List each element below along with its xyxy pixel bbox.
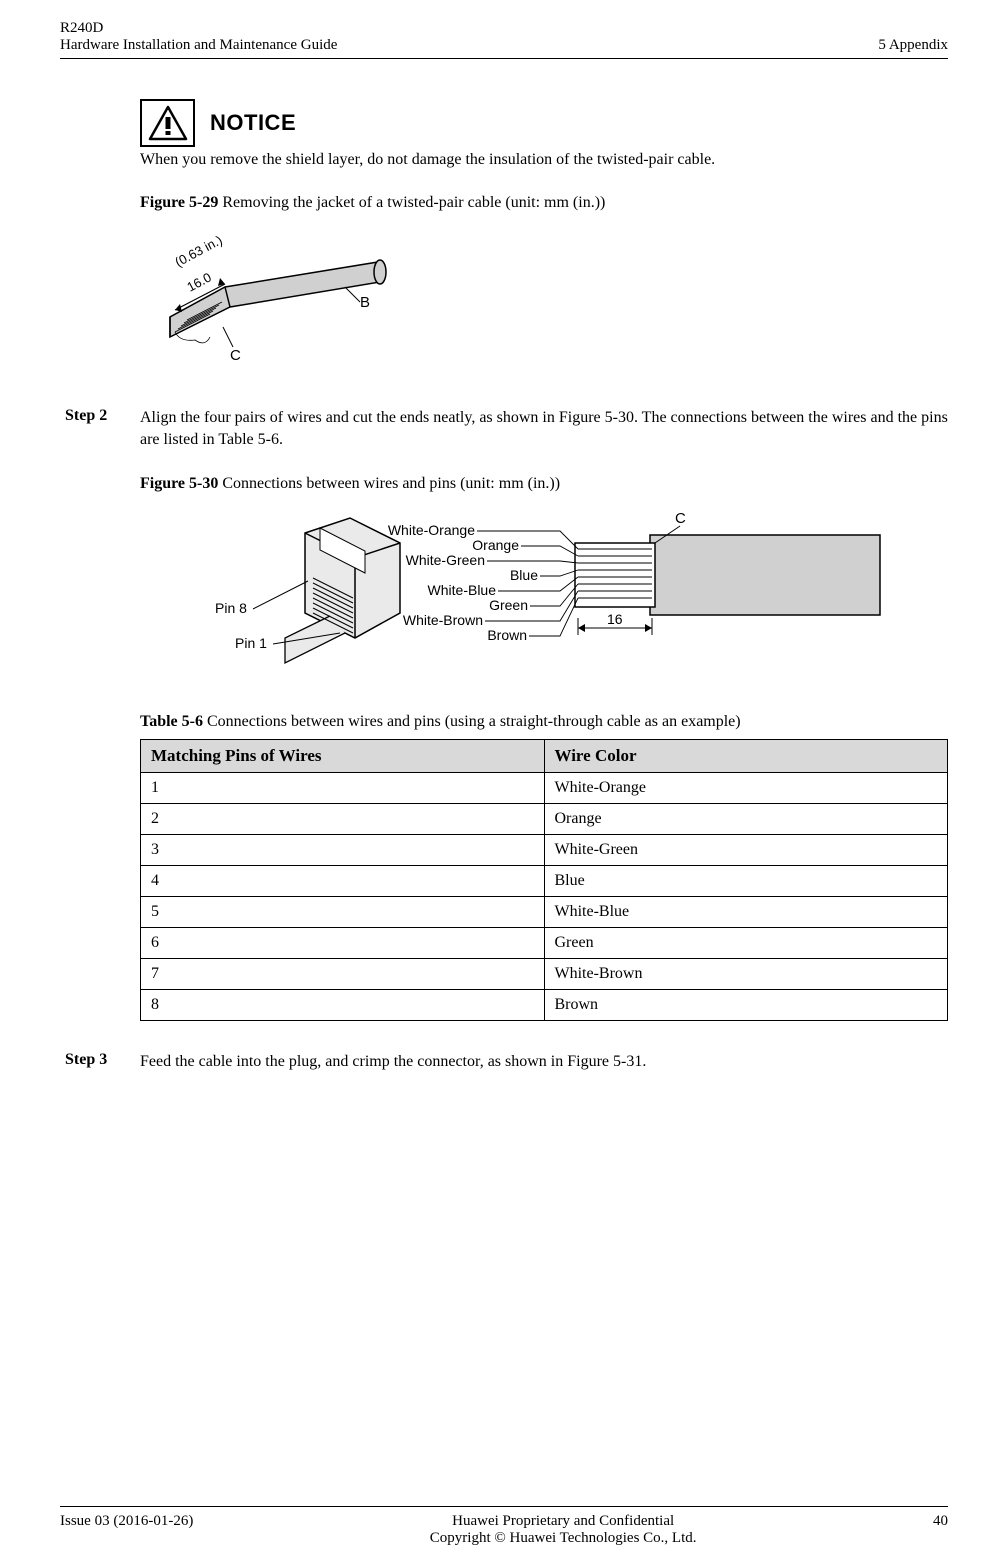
figure-30-image: Pin 8 Pin 1 C xyxy=(140,503,948,683)
fig30-length: 16 xyxy=(607,611,623,627)
step-3: Step 3 Feed the cable into the plug, and… xyxy=(60,1051,948,1073)
svg-text:Brown: Brown xyxy=(487,627,527,643)
fig30-wire-labels: White-Orange Orange White-Green Blue Whi… xyxy=(388,522,538,643)
fig29-dim-label: (0.63 in.) xyxy=(172,232,224,269)
step-2-text: Align the four pairs of wires and cut th… xyxy=(140,407,948,450)
table-row: 2Orange xyxy=(141,804,948,835)
notice-header: NOTICE xyxy=(140,99,948,147)
table-row: 3White-Green xyxy=(141,835,948,866)
table-row: 4Blue xyxy=(141,866,948,897)
table-cell: Green xyxy=(544,928,948,959)
table-56-caption: Table 5-6 Connections between wires and … xyxy=(140,713,948,731)
table-cell: 1 xyxy=(141,773,545,804)
table-56-label: Table 5-6 xyxy=(140,713,203,730)
table-cell: Brown xyxy=(544,990,948,1021)
table-row: 1White-Orange xyxy=(141,773,948,804)
footer-line2: Copyright © Huawei Technologies Co., Ltd… xyxy=(430,1530,697,1547)
table-row: 8Brown xyxy=(141,990,948,1021)
table-header-pins: Matching Pins of Wires xyxy=(141,740,545,773)
page-header: R240D Hardware Installation and Maintena… xyxy=(60,20,948,59)
fig29-letter-b: B xyxy=(360,294,370,311)
table-cell: Blue xyxy=(544,866,948,897)
table-cell: 8 xyxy=(141,990,545,1021)
notice-text: When you remove the shield layer, do not… xyxy=(140,151,948,169)
footer-page: 40 xyxy=(933,1513,948,1530)
fig30-letter-c: C xyxy=(675,510,686,527)
table-header-row: Matching Pins of Wires Wire Color xyxy=(141,740,948,773)
table-cell: White-Green xyxy=(544,835,948,866)
table-56: Matching Pins of Wires Wire Color 1White… xyxy=(140,739,948,1021)
figure-30-caption-text: Connections between wires and pins (unit… xyxy=(218,475,560,492)
header-section: 5 Appendix xyxy=(878,37,948,54)
table-cell: 2 xyxy=(141,804,545,835)
step-2-label: Step 2 xyxy=(65,407,107,425)
table-cell: Orange xyxy=(544,804,948,835)
table-cell: 7 xyxy=(141,959,545,990)
svg-text:White-Orange: White-Orange xyxy=(388,522,475,538)
table-header-color: Wire Color xyxy=(544,740,948,773)
table-row: 5White-Blue xyxy=(141,897,948,928)
table-row: 6Green xyxy=(141,928,948,959)
notice-label: NOTICE xyxy=(210,110,296,136)
fig29-dim-value: 16.0 xyxy=(184,270,213,295)
svg-text:White-Brown: White-Brown xyxy=(403,612,483,628)
notice-box: NOTICE When you remove the shield layer,… xyxy=(140,99,948,169)
table-cell: White-Brown xyxy=(544,959,948,990)
svg-text:Blue: Blue xyxy=(510,567,538,583)
table-cell: White-Blue xyxy=(544,897,948,928)
table-row: 7White-Brown xyxy=(141,959,948,990)
table-cell: 5 xyxy=(141,897,545,928)
page-content: NOTICE When you remove the shield layer,… xyxy=(140,99,948,1073)
warning-icon xyxy=(140,99,195,147)
table-cell: White-Orange xyxy=(544,773,948,804)
header-left: R240D Hardware Installation and Maintena… xyxy=(60,20,337,54)
footer-issue: Issue 03 (2016-01-26) xyxy=(60,1513,193,1530)
table-56-caption-text: Connections between wires and pins (usin… xyxy=(203,713,741,730)
page-footer: Issue 03 (2016-01-26) Huawei Proprietary… xyxy=(60,1506,948,1547)
footer-center: Huawei Proprietary and Confidential Copy… xyxy=(430,1513,697,1547)
table-cell: 4 xyxy=(141,866,545,897)
step-3-label: Step 3 xyxy=(65,1051,107,1069)
header-right: 5 Appendix xyxy=(878,20,948,54)
table-cell: 3 xyxy=(141,835,545,866)
figure-30-label: Figure 5-30 xyxy=(140,475,218,492)
figure-29-caption: Figure 5-29 Removing the jacket of a twi… xyxy=(140,194,948,212)
figure-29-caption-text: Removing the jacket of a twisted-pair ca… xyxy=(218,194,605,211)
table-cell: 6 xyxy=(141,928,545,959)
svg-text:Green: Green xyxy=(489,597,528,613)
fig30-pin1: Pin 1 xyxy=(235,635,267,651)
figure-29-image: (0.63 in.) 16.0 B C xyxy=(140,222,948,377)
svg-text:White-Green: White-Green xyxy=(406,552,485,568)
figure-29-label: Figure 5-29 xyxy=(140,194,218,211)
fig30-pin8: Pin 8 xyxy=(215,600,247,616)
step-3-text: Feed the cable into the plug, and crimp … xyxy=(140,1051,948,1073)
footer-line1: Huawei Proprietary and Confidential xyxy=(430,1513,697,1530)
svg-text:Orange: Orange xyxy=(472,537,519,553)
header-doc-title: Hardware Installation and Maintenance Gu… xyxy=(60,37,337,54)
step-2: Step 2 Align the four pairs of wires and… xyxy=(60,407,948,450)
figure-30-caption: Figure 5-30 Connections between wires an… xyxy=(140,475,948,493)
svg-text:White-Blue: White-Blue xyxy=(428,582,497,598)
fig29-letter-c: C xyxy=(230,347,241,364)
header-product: R240D xyxy=(60,20,337,37)
